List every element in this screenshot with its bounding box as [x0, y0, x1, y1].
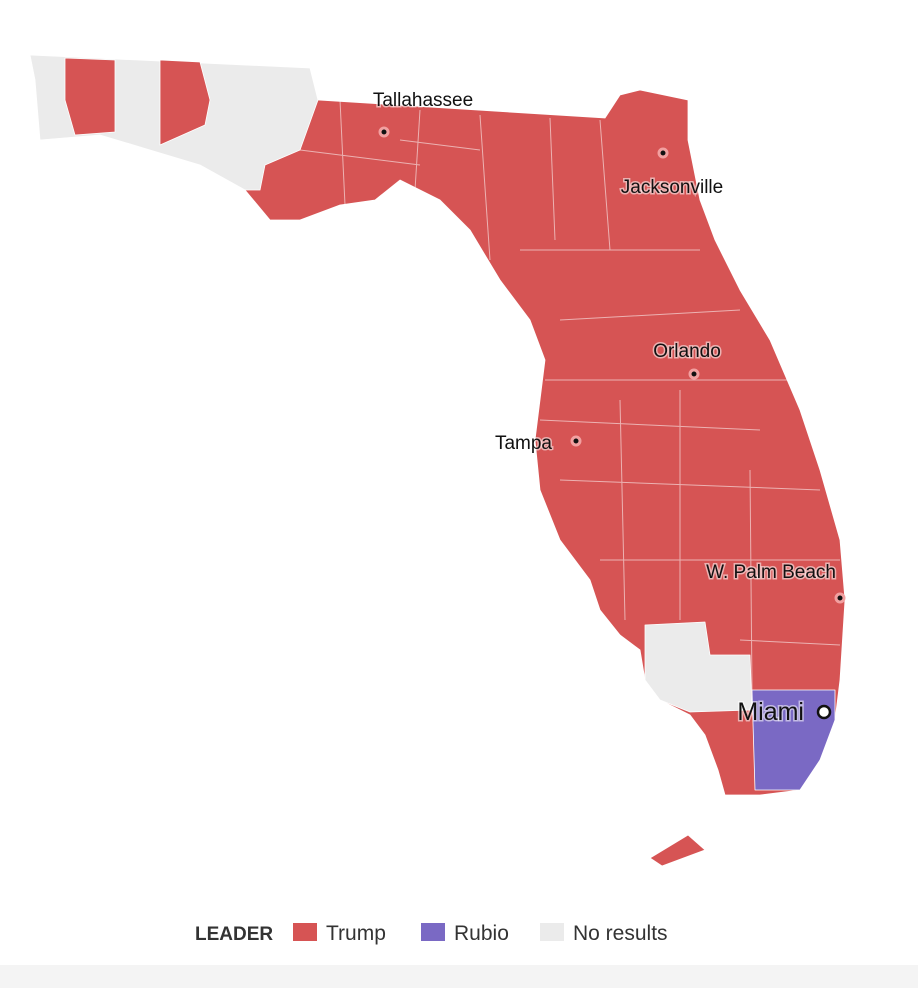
legend-swatch — [421, 923, 445, 941]
legend-label: Rubio — [454, 922, 509, 945]
city-label: Tallahassee — [373, 90, 473, 111]
city-label: Miami — [737, 698, 804, 726]
footer-band — [0, 965, 918, 988]
state — [29, 54, 846, 867]
city-dot — [378, 126, 390, 138]
region — [751, 689, 836, 791]
legend-swatch — [293, 923, 317, 941]
legend-title: LEADER — [195, 924, 273, 945]
legend: LEADER Trump Rubio No results — [195, 922, 668, 945]
city-dot — [834, 592, 846, 604]
city-label: Tampa — [495, 433, 552, 454]
city-label: W. Palm Beach — [706, 562, 836, 583]
cities: Tallahassee Jacksonville Orlando Tampa W… — [371, 89, 846, 728]
legend-swatch — [540, 923, 564, 941]
city-dot — [657, 147, 669, 159]
city-dot — [688, 368, 700, 380]
city-dot — [570, 435, 582, 447]
county-lines — [299, 99, 841, 691]
city-label: Jacksonville — [621, 177, 723, 198]
region — [29, 54, 846, 796]
city-dot — [816, 704, 832, 720]
region — [644, 621, 753, 713]
region — [64, 57, 116, 136]
legend-label: No results — [573, 922, 668, 945]
legend-label: Trump — [326, 922, 386, 945]
region — [159, 59, 211, 146]
city-label: Orlando — [653, 341, 721, 362]
region — [649, 834, 706, 867]
